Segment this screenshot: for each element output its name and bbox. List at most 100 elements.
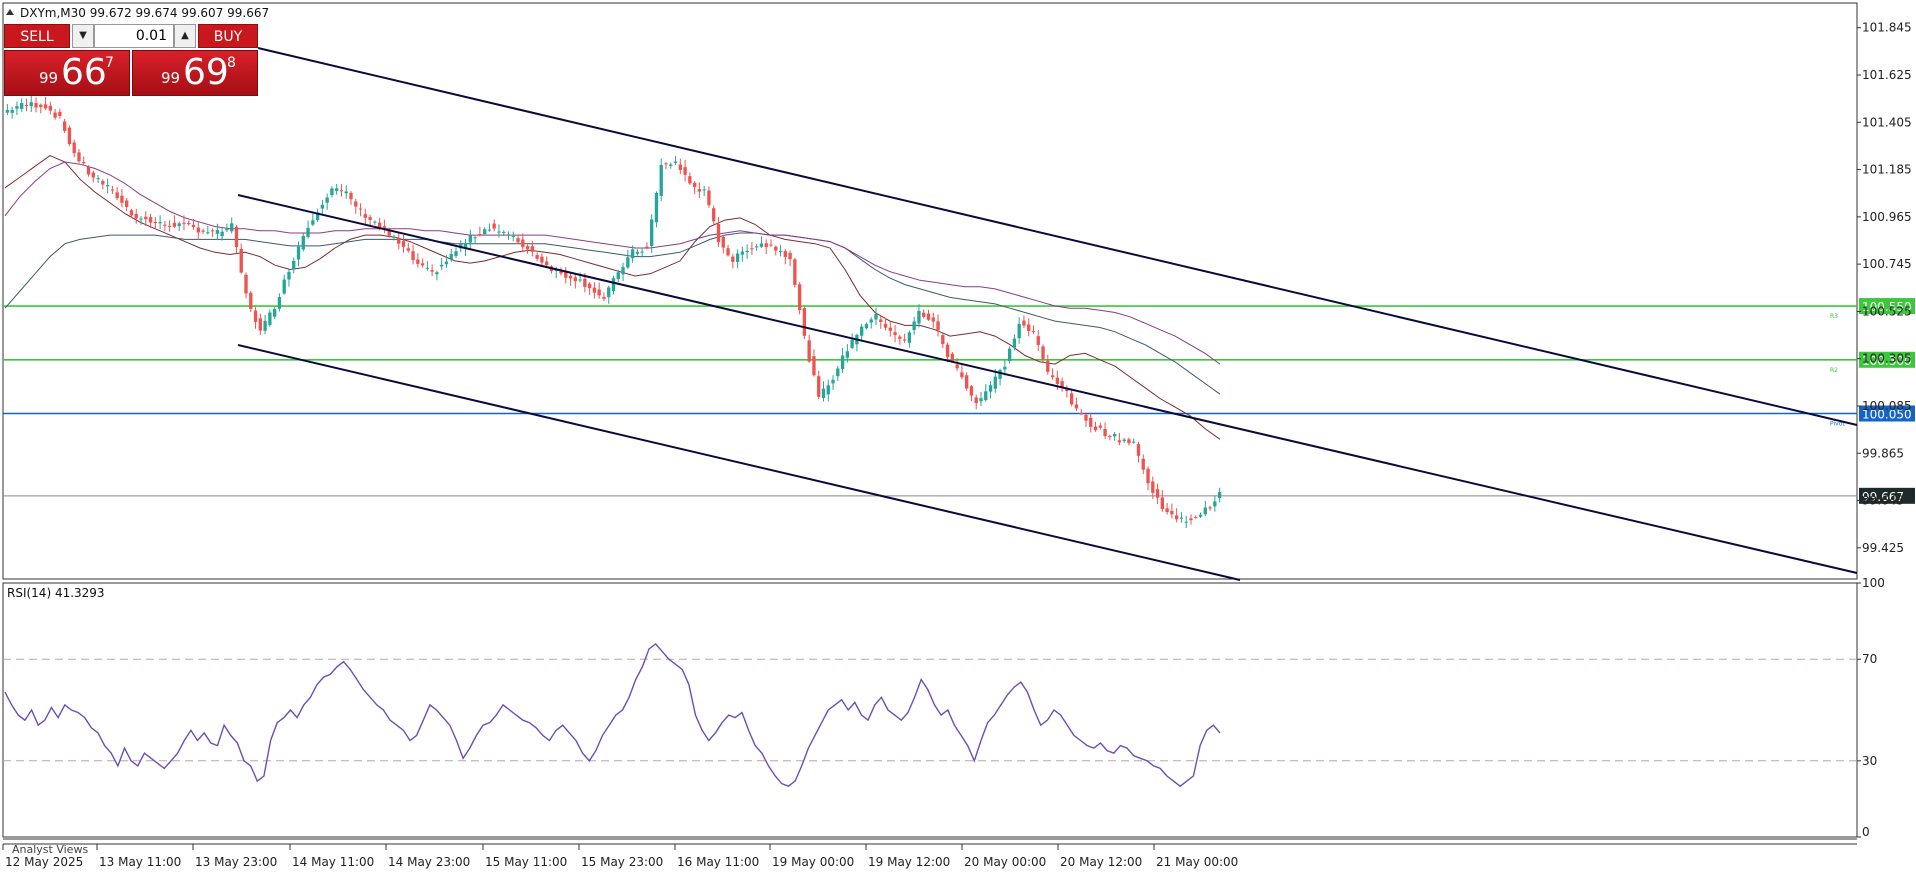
candle-body [1079, 413, 1083, 415]
candle-body [879, 319, 883, 323]
price-axis-label: 101.845 [1862, 21, 1912, 35]
candle-body [602, 297, 606, 299]
sell-button[interactable]: SELL [4, 24, 70, 48]
candle-body [502, 231, 506, 233]
candle-body [807, 340, 811, 362]
candle-body [1179, 517, 1184, 519]
candle-body [5, 110, 10, 113]
candle-body [425, 267, 430, 269]
buy-button[interactable]: BUY [198, 24, 258, 48]
candle-body [616, 272, 620, 280]
candle-body [650, 219, 654, 247]
candle-body [296, 246, 301, 260]
candle-body [525, 246, 530, 250]
level-price-label: 100.300 [1862, 354, 1912, 368]
candle-body [1184, 521, 1188, 523]
channel-lower-line[interactable] [237, 344, 1241, 581]
candle-body [1031, 331, 1036, 333]
candle-body [306, 227, 310, 237]
volume-decrease-button[interactable]: ▼ [72, 24, 94, 48]
candle-body [559, 271, 563, 274]
candle-body [926, 313, 931, 320]
candle-body [998, 369, 1002, 379]
candle-body [1170, 510, 1174, 515]
candle-body [883, 323, 888, 328]
candle-body [1165, 508, 1169, 513]
candle-body [377, 222, 382, 228]
buy-price-main: 69 [183, 52, 229, 93]
candle-body [215, 230, 220, 234]
candle-body [1074, 404, 1079, 409]
candle-body [745, 250, 749, 253]
candle-body [201, 230, 205, 232]
candle-body [683, 167, 687, 175]
candle-body [945, 344, 950, 358]
candle-body [230, 223, 234, 232]
candle-body [731, 256, 735, 262]
candle-body [67, 127, 72, 144]
candle-body [783, 251, 787, 257]
price-axis-label: 100.965 [1862, 210, 1912, 224]
candle-body [382, 226, 387, 229]
candle-body [568, 275, 573, 279]
candle-body [234, 226, 239, 248]
candle-body [105, 185, 110, 187]
candle-body [349, 192, 353, 200]
candle-body [702, 189, 706, 191]
sell-price-pip: 7 [105, 55, 114, 71]
rsi-panel[interactable] [2, 582, 1858, 838]
candle-body [860, 326, 864, 336]
candle-body [759, 243, 764, 247]
candle-body [1017, 323, 1021, 339]
candle-body [964, 375, 969, 389]
candle-body [664, 163, 668, 165]
candle-body [397, 238, 401, 244]
channel-upper-line[interactable] [257, 47, 1858, 426]
candle-body [907, 332, 912, 343]
candle-body [1117, 440, 1122, 443]
candle-body [774, 246, 778, 251]
price-panel[interactable] [2, 2, 1858, 580]
time-axis-label: 21 May 00:00 [1156, 855, 1238, 869]
candle-body [950, 353, 955, 362]
time-axis-label: 19 May 00:00 [772, 855, 854, 869]
candle-body [621, 267, 625, 275]
price-axis-label: 101.405 [1862, 115, 1912, 129]
candle-body [630, 249, 635, 259]
candle-body [292, 260, 296, 270]
candle-body [244, 274, 248, 294]
candle-body [735, 253, 740, 262]
candle-body [416, 259, 420, 264]
candle-body [43, 104, 48, 109]
candle-body [1127, 439, 1131, 444]
volume-input[interactable]: 0.01 [94, 24, 174, 48]
collapse-triangle-icon[interactable] [6, 9, 14, 15]
candle-body [573, 277, 577, 282]
candle-body [1217, 492, 1222, 499]
buy-price-prefix: 99 [161, 69, 181, 87]
candle-body [530, 246, 535, 252]
candle-body [755, 246, 759, 248]
analyst-views-label[interactable]: Analyst Views [12, 843, 88, 856]
time-axis-label: 13 May 11:00 [99, 855, 181, 869]
channel-middle-line[interactable] [237, 194, 1858, 574]
candle-body [144, 216, 148, 220]
buy-price-box[interactable]: 99 69 8 [132, 50, 258, 96]
candle-body [120, 195, 124, 203]
candle-body [444, 261, 449, 265]
time-axis-label: 20 May 12:00 [1060, 855, 1142, 869]
rsi-axis-label: 100 [1862, 576, 1885, 590]
volume-increase-button[interactable]: ▲ [174, 24, 196, 48]
candle-body [936, 321, 940, 331]
candle-body [72, 142, 76, 154]
candle-body [640, 251, 644, 253]
candle-body [898, 336, 902, 339]
time-axis-label: 19 May 12:00 [868, 855, 950, 869]
sell-price-box[interactable]: 99 66 7 [4, 50, 130, 96]
candle-body [177, 223, 181, 226]
candle-body [740, 251, 745, 255]
candle-body [182, 222, 186, 224]
price-axis-label: 99.425 [1862, 541, 1904, 555]
price-axis-label: 101.185 [1862, 163, 1912, 177]
